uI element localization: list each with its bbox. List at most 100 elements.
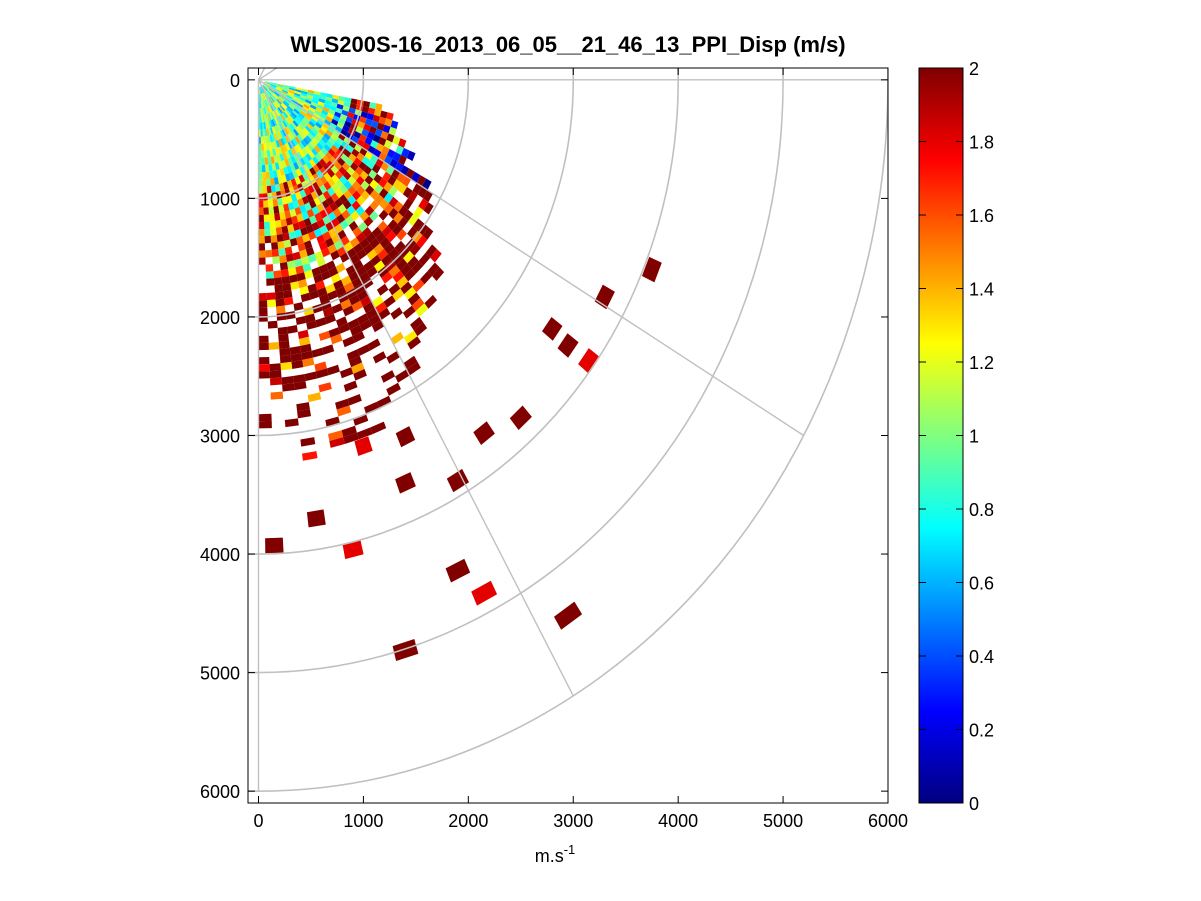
scan-cell-470 <box>342 199 352 210</box>
scan-cell-650 <box>285 142 291 151</box>
scan-cell-964 <box>262 129 266 137</box>
scan-cell-677 <box>372 351 387 364</box>
x-tick-label-0: 0 <box>253 811 263 831</box>
scan-cell-569 <box>283 127 289 136</box>
scan-cell-690 <box>285 150 291 159</box>
scan-cell-750 <box>338 323 350 334</box>
isolated-point-16 <box>554 601 583 630</box>
scan-cell-392 <box>322 155 330 164</box>
scan-cell-62 <box>264 82 271 85</box>
scan-cell-975 <box>268 206 275 215</box>
scan-cell-92 <box>310 101 318 108</box>
scan-cell-679 <box>386 382 401 396</box>
scan-cell-859 <box>288 231 296 240</box>
scan-cell-1051 <box>258 214 264 223</box>
scan-cell-1002 <box>259 108 262 116</box>
scan-cell-977 <box>269 220 276 229</box>
scan-cell-899 <box>282 232 290 241</box>
scan-cell-1008 <box>261 150 265 158</box>
scan-cell-395 <box>335 170 344 180</box>
scan-cell-275 <box>413 206 424 219</box>
scan-cell-156 <box>392 152 402 162</box>
scan-cell-804 <box>268 120 272 128</box>
scan-cell-787 <box>317 287 328 297</box>
scan-cell-888 <box>270 156 275 164</box>
scan-cell-370 <box>387 219 398 231</box>
scan-cell-445 <box>400 263 412 276</box>
scan-cell-14 <box>350 98 358 105</box>
scan-cell-371 <box>392 224 403 236</box>
scan-cell-799 <box>260 86 263 94</box>
scan-cell-1059 <box>258 300 268 308</box>
scan-cell-311 <box>267 89 273 95</box>
scan-cell-468 <box>335 188 344 199</box>
scan-cell-198 <box>316 119 324 126</box>
scan-cell-3 <box>283 84 290 88</box>
scan-cell-745 <box>320 270 331 281</box>
scan-cell-529 <box>265 91 270 98</box>
scan-cell-440 <box>379 237 391 249</box>
scan-cell-199 <box>322 122 330 130</box>
scan-cell-701 <box>311 221 320 231</box>
scan-cell-634 <box>360 295 372 307</box>
scan-cell-248 <box>263 83 269 89</box>
scan-cell-890 <box>272 170 278 178</box>
scan-cell-137 <box>286 94 293 100</box>
scan-cell-460 <box>304 145 312 154</box>
scan-cell-905 <box>289 274 298 283</box>
scan-cell-26 <box>307 92 314 97</box>
scan-cell-657 <box>303 187 311 196</box>
scan-cell-437 <box>363 216 374 227</box>
scan-cell-465 <box>323 172 332 182</box>
scan-cell-401 <box>364 205 375 217</box>
scan-cell-224 <box>294 106 301 113</box>
scan-cell-337 <box>388 207 399 220</box>
scan-cell-520 <box>374 260 385 273</box>
scan-cell-658 <box>306 193 314 203</box>
scan-cell-500 <box>301 147 309 156</box>
scan-cell-599 <box>403 355 418 370</box>
scan-cell-831 <box>318 330 331 341</box>
scan-cell-306 <box>408 214 419 227</box>
scan-cell-790 <box>322 307 334 318</box>
scan-cell-314 <box>281 102 288 109</box>
scan-cell-706 <box>325 260 336 271</box>
scan-cell-665 <box>325 237 335 248</box>
scan-cell-300 <box>379 188 389 199</box>
scan-cell-157 <box>398 155 407 166</box>
scan-cell-418 <box>286 116 293 124</box>
scan-cell-807 <box>273 140 278 149</box>
scan-cell-689 <box>282 144 288 153</box>
x-tick-label-1000: 1000 <box>343 811 383 831</box>
scan-cell-1025 <box>266 292 276 301</box>
scan-cell-722 <box>267 106 271 114</box>
grid-spoke-60 <box>257 79 574 697</box>
scan-cell-955 <box>297 409 311 419</box>
scan-cell-16 <box>363 100 371 108</box>
scan-cell-356 <box>311 137 319 146</box>
scan-cell-409 <box>407 255 419 269</box>
scan-cell-257 <box>308 120 316 128</box>
scan-cell-847 <box>272 148 277 157</box>
scan-cell-838 <box>259 86 262 94</box>
scan-cell-930 <box>270 184 276 193</box>
scan-cell-292 <box>340 153 349 163</box>
scan-cell-38 <box>380 110 388 119</box>
scan-cell-421 <box>299 132 306 140</box>
isolated-point-3 <box>557 333 579 358</box>
scan-cell-258 <box>313 124 321 132</box>
scan-cell-443 <box>392 252 404 266</box>
scan-cell-234 <box>346 144 355 154</box>
scan-cell-76 <box>347 111 355 119</box>
scan-cell-797 <box>353 414 369 426</box>
scan-cell-7 <box>307 89 315 94</box>
y-tick-label-4000: 4000 <box>200 545 240 565</box>
scan-cell-256 <box>303 116 311 124</box>
scan-cell-692 <box>289 163 296 172</box>
scan-cell-457 <box>293 128 299 137</box>
scan-cell-492 <box>272 102 278 109</box>
scan-cell-70 <box>311 99 319 105</box>
scan-cell-1065 <box>258 364 270 372</box>
scan-cell-1054 <box>258 236 265 244</box>
scan-cell-223 <box>289 102 296 109</box>
